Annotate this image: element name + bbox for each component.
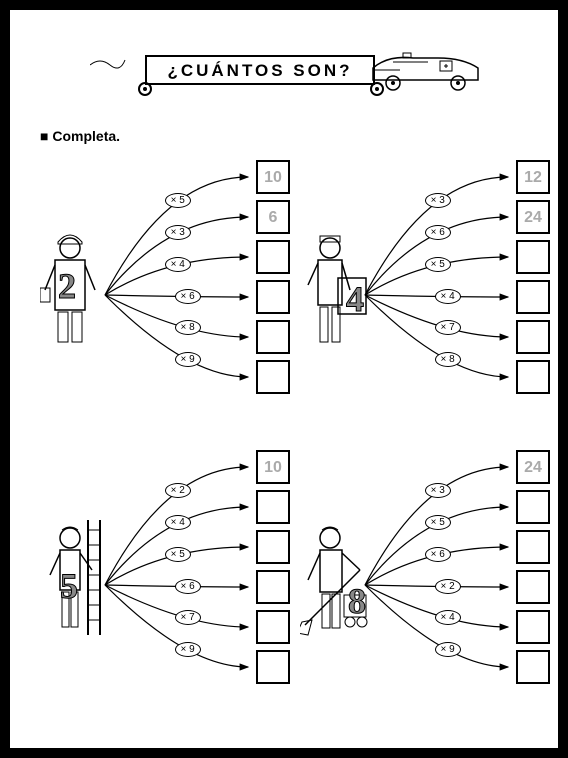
multiplier-label: × 2 <box>165 483 191 498</box>
multiplier-label: × 3 <box>425 193 451 208</box>
worksheet-page: ¿CUÁNTOS SON? Completa. 2106× 5× 3× 4× 6… <box>20 20 548 738</box>
exercise-2: 41224× 3× 6× 5× 4× 7× 8 <box>300 160 550 420</box>
instruction-text: Completa. <box>40 128 120 144</box>
multiplier-label: × 5 <box>165 547 191 562</box>
multiplier-label: × 6 <box>425 547 451 562</box>
multiplier-label: × 3 <box>425 483 451 498</box>
exercise-4: 824× 3× 5× 6× 2× 4× 9 <box>300 450 550 710</box>
multiplier-label: × 4 <box>165 515 191 530</box>
multiplier-label: × 4 <box>165 257 191 272</box>
multiplier-label: × 6 <box>175 289 201 304</box>
trailer-wheel-icon <box>138 82 152 96</box>
multiplier-label: × 6 <box>175 579 201 594</box>
multiplier-label: × 3 <box>165 225 191 240</box>
multiplier-label: × 5 <box>425 257 451 272</box>
exercise-1: 2106× 5× 3× 4× 6× 8× 9 <box>40 160 290 420</box>
exercise-3: 510× 2× 4× 5× 6× 7× 9 <box>40 450 290 710</box>
title-box: ¿CUÁNTOS SON? <box>145 55 375 85</box>
header: ¿CUÁNTOS SON? <box>90 50 518 100</box>
multiplier-label: × 2 <box>435 579 461 594</box>
multiplier-label: × 4 <box>435 289 461 304</box>
multiplier-label: × 5 <box>425 515 451 530</box>
multiplier-label: × 6 <box>425 225 451 240</box>
ambulance-car-icon <box>368 50 488 98</box>
multiplier-label: × 5 <box>165 193 191 208</box>
